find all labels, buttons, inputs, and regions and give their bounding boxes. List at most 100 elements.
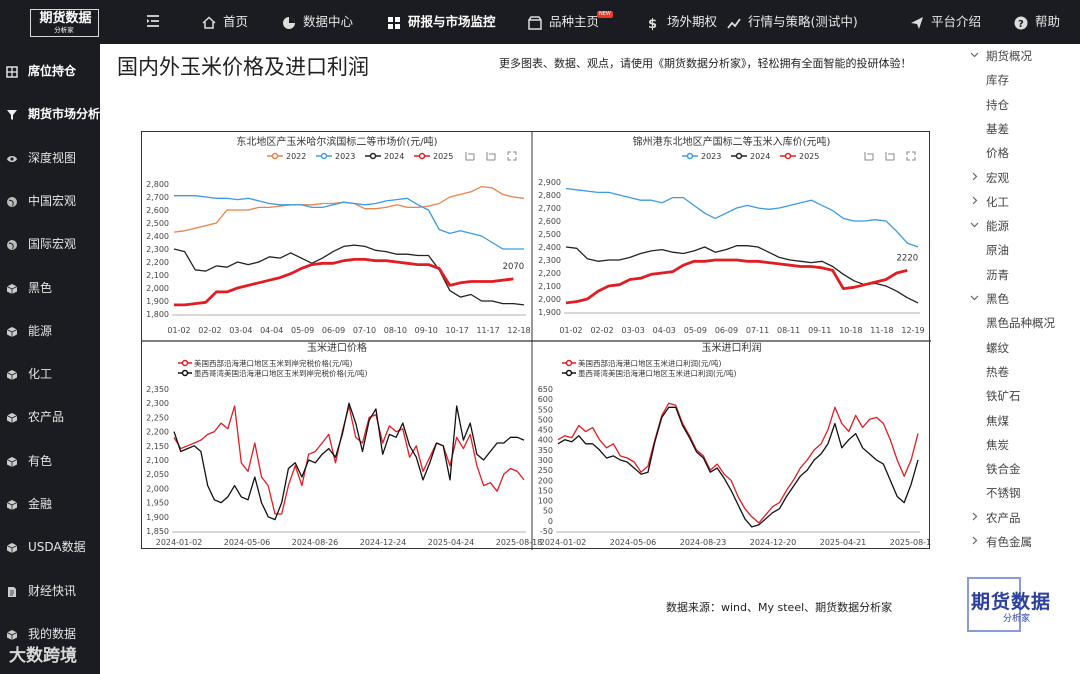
y-tick-label: 2,400 [538, 243, 561, 252]
chevron-right-icon[interactable] [970, 512, 979, 524]
x-tick-label: 2024-05-06 [224, 538, 271, 547]
rightnav-item-9[interactable]: 沥青 [986, 263, 1009, 287]
nav-item-label: 数据中心 [303, 14, 354, 29]
chevron-down-icon[interactable] [970, 220, 979, 232]
legend-label: 墨西哥湾美国沿海港口地区玉米到岸完税价格(元/吨) [194, 368, 367, 378]
zoom-icon[interactable] [864, 152, 874, 161]
rightnav-item-label: 不锈钢 [986, 486, 1021, 501]
series-line [565, 258, 908, 305]
legend-label: 2025 [799, 152, 819, 161]
sidebar-item-5[interactable]: 黑色 [0, 273, 100, 303]
rightnav-item-label: 沥青 [986, 267, 1009, 282]
rightnav-item-17[interactable]: 铁合金 [986, 457, 1021, 481]
x-tick-label: 12-19 [901, 326, 924, 335]
series-line [174, 195, 524, 250]
x-tick-label: 04-04 [260, 326, 283, 335]
sidebar-item-0[interactable]: 席位持仓 [0, 56, 100, 86]
rightnav-item-5[interactable]: 宏观 [986, 166, 1009, 190]
rightnav-item-7[interactable]: 能源 [986, 214, 1009, 238]
brand-logo-box: 期货数据 分析家 [30, 9, 99, 37]
chevron-down-icon[interactable] [970, 50, 979, 62]
legend-marker [735, 152, 743, 160]
brand-logo-large-box [967, 577, 1021, 632]
rightnav-item-15[interactable]: 焦煤 [986, 409, 1009, 433]
sidebar-item-7[interactable]: 化工 [0, 359, 100, 389]
sidebar-item-label: USDA数据 [28, 540, 86, 555]
cube-icon [6, 283, 18, 294]
x-tick-label: 2024-01-02 [156, 538, 203, 547]
fullscreen-icon[interactable] [507, 151, 517, 161]
rightnav-item-label: 焦炭 [986, 437, 1009, 452]
sidebar-item-4[interactable]: 国际宏观 [0, 229, 100, 259]
zoom-icon[interactable] [465, 152, 475, 161]
sidebar-item-8[interactable]: 农产品 [0, 402, 100, 432]
chevron-down-icon[interactable] [970, 293, 979, 305]
nav-item-label: 首页 [223, 14, 249, 29]
y-tick-label: 2,900 [538, 178, 561, 187]
sidebar-item-1[interactable]: 期货市场分析 [0, 99, 100, 129]
x-tick-label: 09-10 [415, 326, 438, 335]
sidebar-item-12[interactable]: 财经快讯 [0, 576, 100, 606]
watermark: 大数跨境 [9, 646, 77, 666]
rightnav-item-13[interactable]: 热卷 [986, 360, 1009, 384]
y-tick-label: 1,900 [538, 308, 561, 317]
series-line [173, 244, 525, 306]
chevron-right-icon[interactable] [970, 172, 979, 184]
y-tick-label: 2,350 [146, 385, 169, 394]
x-tick-label: 07-11 [746, 326, 769, 335]
fullscreen-icon[interactable] [906, 151, 916, 161]
rightnav-item-4[interactable]: 价格 [986, 141, 1009, 165]
rightnav-item-label: 铁合金 [986, 462, 1021, 477]
chart-panel-1: 锦州港东北地区产国标二等玉米入库价(元吨) 1,900 2,000 2,100 2,20… [538, 135, 925, 335]
sidebar-item-10[interactable]: 金融 [0, 489, 100, 519]
rightnav-item-0[interactable]: 期货概况 [986, 44, 1032, 68]
rightnav-item-11[interactable]: 黑色品种概况 [986, 311, 1055, 335]
rightnav-item-12[interactable]: 螺纹 [986, 336, 1009, 360]
sidebar-item-3[interactable]: 中国宏观 [0, 186, 100, 216]
rightnav-item-label: 黑色品种概况 [986, 316, 1055, 331]
y-tick-label: 200 [538, 476, 553, 485]
series-line [565, 187, 919, 248]
restore-icon[interactable] [885, 152, 895, 161]
y-tick-label: 350 [538, 446, 553, 455]
menu-toggle-icon[interactable] [145, 13, 161, 29]
rightnav-item-18[interactable]: 不锈钢 [986, 481, 1021, 505]
x-tick-label: 08-11 [777, 326, 800, 335]
series-line [174, 258, 514, 307]
chart-title: 东北地区产玉米哈尔滨国标二等市场价(元/吨) [236, 135, 437, 148]
brand-logo[interactable]: 期货数据 分析家 [0, 0, 100, 44]
rightnav-item-8[interactable]: 原油 [986, 238, 1009, 262]
y-tick-label: 2,100 [146, 456, 169, 465]
sidebar-item-6[interactable]: 能源 [0, 316, 100, 346]
legend-label: 2025 [433, 152, 453, 161]
sidebar-item-13[interactable]: 我的数据 [0, 619, 100, 649]
cube-icon [6, 370, 18, 381]
sidebar-item-11[interactable]: USDA数据 [0, 532, 100, 562]
rightnav-item-3[interactable]: 基差 [986, 117, 1009, 141]
y-tick-label: 2,250 [146, 413, 169, 422]
sidebar-item-9[interactable]: 有色 [0, 446, 100, 476]
x-tick-label: 2025-08-18 [496, 538, 543, 547]
brand-sub: 分析家 [54, 26, 74, 34]
y-tick-label: 2,700 [538, 204, 561, 213]
rightnav-item-14[interactable]: 铁矿石 [986, 384, 1021, 408]
cube-icon [6, 326, 18, 337]
rightnav-item-label: 黑色 [986, 292, 1009, 306]
rightnav-item-20[interactable]: 有色金属 [986, 530, 1032, 554]
rightnav-item-19[interactable]: 农产品 [986, 506, 1021, 530]
restore-icon[interactable] [486, 152, 496, 161]
chevron-right-icon[interactable] [970, 196, 979, 208]
x-tick-label: 10-18 [839, 326, 862, 335]
x-tick-label: 09-11 [808, 326, 831, 335]
rightnav-item-1[interactable]: 库存 [986, 68, 1009, 92]
y-tick-label: 2,500 [146, 219, 169, 228]
rightnav-item-2[interactable]: 持仓 [986, 93, 1009, 117]
sidebar-item-2[interactable]: 深度视图 [0, 143, 100, 173]
x-tick-label: 2024-08-23 [680, 538, 727, 547]
rightnav-item-16[interactable]: 焦炭 [986, 433, 1009, 457]
rightnav-item-6[interactable]: 化工 [986, 190, 1009, 214]
chevron-right-icon[interactable] [970, 536, 979, 548]
rightnav-item-10[interactable]: 黑色 [986, 287, 1009, 311]
rightnav-item-label: 化工 [986, 194, 1009, 209]
y-tick-label: 2,200 [146, 428, 169, 437]
